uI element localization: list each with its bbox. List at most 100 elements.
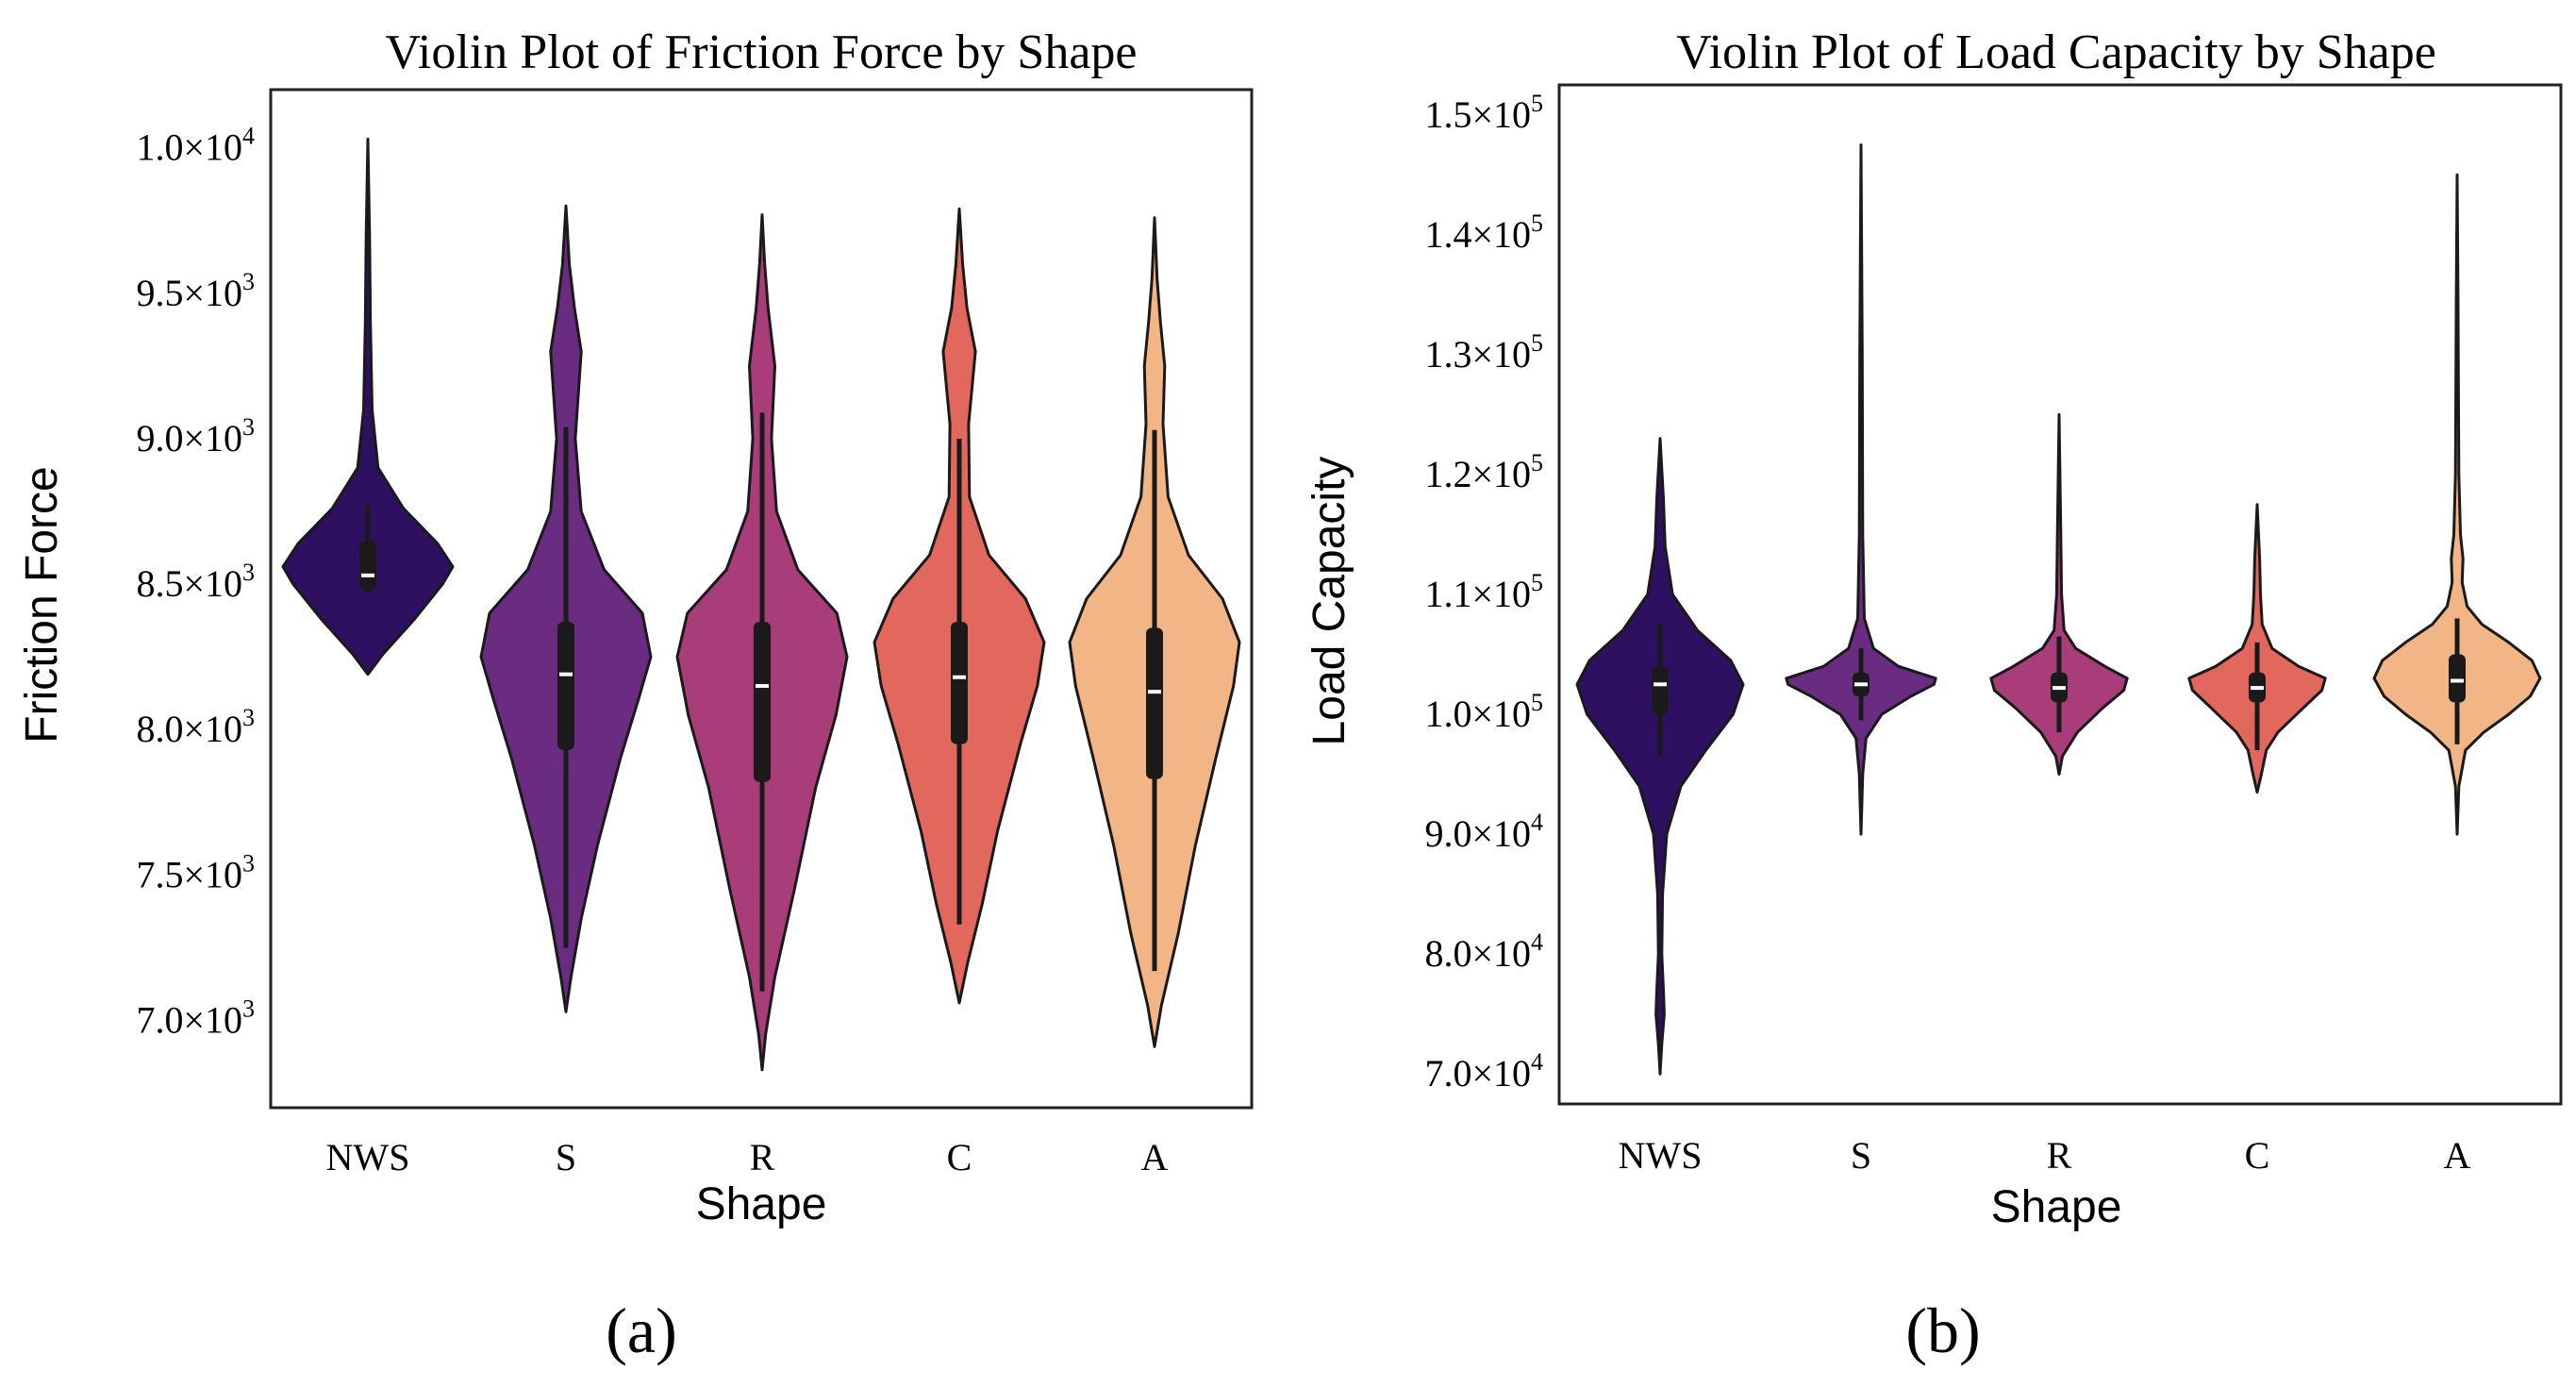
violins <box>1575 143 2542 1076</box>
violin-c <box>2187 503 2327 794</box>
iqr-box <box>557 622 574 750</box>
y-tick-times: ×10 <box>1471 573 1531 615</box>
y-tick-times: ×10 <box>1471 333 1531 376</box>
y-tick-mantissa: 1.1 <box>1424 573 1471 615</box>
y-axis-label: Load Capacity <box>1305 457 1354 746</box>
y-tick-times: ×10 <box>183 417 242 460</box>
y-tick-times: ×10 <box>183 562 242 605</box>
y-tick-mantissa: 9.0 <box>136 417 183 460</box>
y-tick-label: 9.5×103 <box>136 268 255 314</box>
y-tick-label: 8.5×103 <box>136 559 255 605</box>
iqr-box <box>1146 627 1163 779</box>
violin-body <box>1785 143 1937 836</box>
y-tick-label: 1.2×105 <box>1424 449 1543 495</box>
y-tick-mantissa: 9.5 <box>136 272 183 314</box>
y-tick-exponent: 3 <box>242 268 255 295</box>
x-tick-label: R <box>750 1136 775 1178</box>
x-axis-label: Shape <box>1991 1182 2122 1232</box>
y-tick-mantissa: 9.0 <box>1424 812 1471 855</box>
x-tick-label: R <box>2047 1134 2072 1177</box>
y-axis-label: Friction Force <box>17 466 67 743</box>
y-tick-exponent: 3 <box>242 413 255 441</box>
y-tick-exponent: 5 <box>1531 90 1543 117</box>
y-tick-label: 1.0×105 <box>1424 689 1543 735</box>
violins <box>281 137 1241 1072</box>
y-tick-mantissa: 1.2 <box>1424 453 1471 495</box>
y-tick-times: ×10 <box>183 999 242 1042</box>
iqr-box <box>951 622 968 744</box>
panel-label: (b) <box>1905 1295 1980 1366</box>
y-tick-label: 7.0×104 <box>1424 1048 1543 1095</box>
y-tick-mantissa: 8.5 <box>136 562 183 605</box>
iqr-box <box>1652 666 1669 715</box>
y-tick-exponent: 4 <box>242 123 255 150</box>
panel-load-capacity: Violin Plot of Load Capacity by Shape Lo… <box>1305 25 2563 1366</box>
x-ticks: NWS S R C A <box>326 1136 1169 1178</box>
y-tick-times: ×10 <box>1471 812 1531 855</box>
y-tick-exponent: 5 <box>1531 689 1543 716</box>
y-tick-exponent: 5 <box>1531 449 1543 476</box>
y-tick-times: ×10 <box>1471 93 1531 136</box>
y-tick-label: 1.1×105 <box>1424 569 1543 615</box>
y-tick-times: ×10 <box>1471 693 1531 735</box>
y-tick-label: 1.0×104 <box>136 123 255 169</box>
y-tick-times: ×10 <box>1471 453 1531 495</box>
y-tick-times: ×10 <box>183 272 242 314</box>
y-tick-mantissa: 1.0 <box>136 126 183 169</box>
violin-body <box>1989 412 2129 777</box>
y-tick-label: 9.0×103 <box>136 413 255 460</box>
x-tick-label: NWS <box>326 1136 410 1178</box>
y-tick-label: 7.0×103 <box>136 995 255 1042</box>
violin-body <box>281 137 455 677</box>
y-tick-mantissa: 7.0 <box>136 999 183 1042</box>
y-tick-mantissa: 8.0 <box>1424 932 1471 975</box>
y-tick-exponent: 5 <box>1531 329 1543 357</box>
plot-frame <box>1557 83 2563 1106</box>
iqr-box <box>2449 654 2466 703</box>
y-ticks: 7.0×1048.0×1049.0×1041.0×1051.1×1051.2×1… <box>1424 90 1543 1095</box>
x-ticks: NWS S R C A <box>1619 1134 2471 1177</box>
x-tick-label: A <box>1141 1136 1169 1178</box>
y-tick-times: ×10 <box>1471 1052 1531 1095</box>
y-tick-times: ×10 <box>1471 932 1531 975</box>
x-tick-label: A <box>2444 1134 2471 1177</box>
plot-frame <box>269 88 1254 1110</box>
y-tick-exponent: 3 <box>242 559 255 586</box>
iqr-box <box>359 540 376 591</box>
y-tick-label: 8.0×104 <box>1424 928 1543 975</box>
y-tick-exponent: 3 <box>242 995 255 1023</box>
y-tick-mantissa: 1.5 <box>1424 93 1471 136</box>
x-axis-label: Shape <box>696 1179 827 1229</box>
y-ticks: 7.0×1037.5×1038.0×1038.5×1039.0×1039.5×1… <box>136 123 255 1042</box>
y-tick-times: ×10 <box>183 126 242 169</box>
y-tick-label: 9.0×104 <box>1424 809 1543 855</box>
violin-s <box>1785 143 1937 836</box>
y-tick-exponent: 4 <box>1531 809 1543 836</box>
y-tick-label: 1.5×105 <box>1424 90 1543 136</box>
violin-r <box>1989 412 2129 777</box>
y-tick-mantissa: 8.0 <box>136 708 183 750</box>
violin-s <box>479 204 653 1013</box>
y-tick-exponent: 5 <box>1531 209 1543 237</box>
y-tick-exponent: 3 <box>242 704 255 731</box>
x-tick-label: S <box>556 1136 576 1178</box>
violin-a <box>1068 216 1241 1048</box>
violin-nws <box>281 137 455 677</box>
y-tick-exponent: 5 <box>1531 569 1543 596</box>
y-tick-mantissa: 7.0 <box>1424 1052 1471 1095</box>
violin-a <box>2372 173 2542 836</box>
y-tick-exponent: 4 <box>1531 1048 1543 1076</box>
y-tick-label: 8.0×103 <box>136 704 255 750</box>
violin-r <box>675 213 849 1072</box>
x-tick-label: C <box>947 1136 972 1178</box>
y-tick-exponent: 4 <box>1531 928 1543 956</box>
x-tick-label: C <box>2245 1134 2270 1177</box>
y-tick-label: 1.3×105 <box>1424 329 1543 376</box>
y-tick-mantissa: 1.4 <box>1424 213 1471 256</box>
x-tick-label: S <box>1851 1134 1871 1177</box>
y-tick-times: ×10 <box>183 853 242 895</box>
y-tick-mantissa: 1.0 <box>1424 693 1471 735</box>
panel-label: (a) <box>606 1295 676 1366</box>
y-tick-mantissa: 1.3 <box>1424 333 1471 376</box>
